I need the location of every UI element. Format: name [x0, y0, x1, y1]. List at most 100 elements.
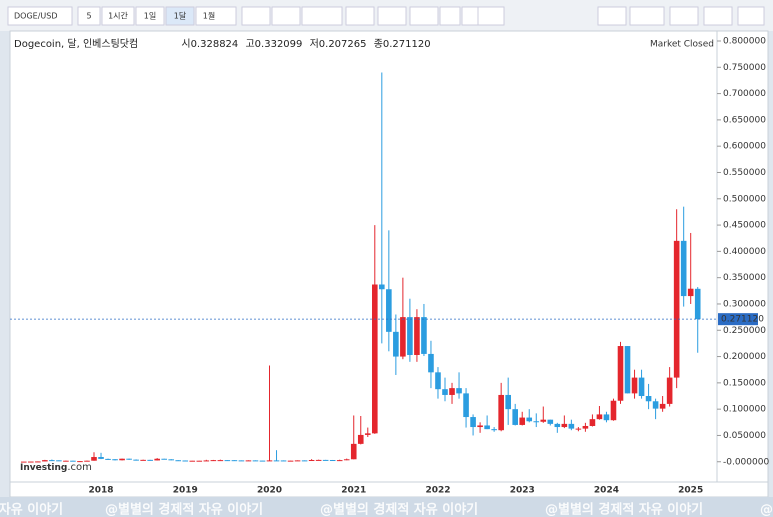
low-label: 저	[310, 38, 319, 50]
button[interactable]	[165, 6, 195, 26]
candle-body	[610, 400, 617, 421]
icon-button[interactable]	[597, 6, 627, 26]
y-tick-label: 0.250000	[723, 326, 766, 336]
icon-button[interactable]	[345, 6, 375, 26]
candle-body	[449, 388, 455, 395]
candle-body	[547, 419, 554, 424]
candle-body	[175, 460, 182, 462]
candle-body	[98, 457, 104, 459]
candle-body	[414, 317, 420, 355]
candle-body	[575, 428, 582, 430]
candle-body	[372, 284, 378, 434]
y-tick-label: 0.800000	[723, 36, 766, 46]
close-value: 0.271120	[383, 39, 431, 50]
candle-body	[519, 417, 526, 425]
candle-body	[589, 419, 596, 426]
candle-body	[147, 459, 153, 461]
symbol-box[interactable]	[7, 6, 73, 26]
candle-body	[336, 460, 343, 462]
x-tick-label: 2021	[341, 486, 366, 496]
candle-body	[35, 461, 41, 463]
candle-body	[477, 425, 483, 428]
watermark: Investing.com	[20, 462, 92, 473]
icon-button[interactable]	[301, 6, 343, 26]
candle-body	[294, 460, 301, 462]
x-tick-label: 2020	[257, 486, 282, 496]
candle-body	[315, 459, 322, 461]
x-tick-label: 2024	[594, 486, 619, 496]
icon-button[interactable]	[737, 6, 765, 26]
open-label: 시	[181, 38, 190, 50]
candle-body	[456, 388, 462, 394]
candle-body	[287, 460, 294, 462]
candle-body	[687, 288, 694, 297]
last-price-label: 0.271120	[721, 315, 764, 325]
candle-body	[28, 461, 34, 463]
candle-body	[463, 393, 469, 418]
candle-body	[196, 460, 203, 462]
candle-body	[189, 460, 196, 462]
candle-body	[210, 460, 217, 462]
candle-body	[582, 425, 589, 429]
y-tick-label: 0.550000	[723, 168, 766, 178]
y-axis-area	[716, 30, 769, 483]
icon-button[interactable]	[703, 6, 733, 26]
candle-body	[540, 419, 547, 422]
icon-button[interactable]	[477, 6, 505, 26]
candle-body	[280, 460, 287, 462]
candle-body	[435, 372, 441, 390]
candle-body	[266, 460, 273, 462]
candle-body	[364, 433, 371, 435]
x-tick-label: 2018	[88, 486, 113, 496]
candle-body	[182, 460, 189, 462]
y-tick-label: 0.300000	[723, 299, 766, 309]
candle-body	[126, 458, 132, 460]
market-status: Market Closed	[650, 40, 714, 50]
candle-body	[442, 389, 448, 395]
icon-button[interactable]	[669, 6, 699, 26]
candle-body	[168, 459, 175, 461]
y-tick-label: 0.750000	[723, 63, 766, 73]
candle-body	[56, 460, 62, 462]
candle-body	[301, 460, 308, 462]
button[interactable]	[77, 6, 101, 26]
icon-button[interactable]	[241, 6, 271, 26]
overlay-band	[0, 497, 773, 517]
icon-button[interactable]	[439, 6, 461, 26]
button-label: 5	[86, 12, 91, 21]
candle-body	[491, 429, 497, 431]
y-tick-label: 0.050000	[723, 431, 766, 441]
icon-button[interactable]	[271, 6, 301, 26]
candle-body	[273, 460, 280, 462]
icon-button[interactable]	[377, 6, 407, 26]
button[interactable]	[195, 6, 237, 26]
candle-body	[42, 460, 48, 462]
low-value: 0.207265	[319, 39, 367, 50]
icon-button[interactable]	[629, 6, 665, 26]
candle-body	[224, 460, 231, 462]
y-tick-label: 0.100000	[723, 405, 766, 415]
candle-body	[217, 460, 224, 462]
high-value: 0.332099	[255, 39, 303, 50]
button[interactable]	[135, 6, 165, 26]
candle-body	[154, 458, 160, 461]
candle-body	[498, 394, 504, 431]
open-value: 0.328824	[191, 39, 239, 50]
y-tick-label: 0.400000	[723, 247, 766, 257]
candle-body	[659, 403, 666, 409]
candle-body	[238, 460, 245, 462]
candle-body	[49, 460, 55, 462]
candle-body	[484, 425, 490, 430]
button[interactable]	[101, 6, 135, 26]
icon-button[interactable]	[409, 6, 439, 26]
button-label: 1달	[174, 12, 187, 21]
watermark-suffix: .com	[67, 462, 92, 473]
candle-body	[400, 317, 406, 357]
candle-body	[666, 377, 673, 404]
candle-body	[308, 460, 315, 462]
candle-body	[259, 460, 266, 462]
candle-body	[77, 461, 83, 463]
candle-body	[63, 460, 69, 462]
candle-body	[161, 458, 167, 460]
candle-body	[133, 459, 139, 461]
